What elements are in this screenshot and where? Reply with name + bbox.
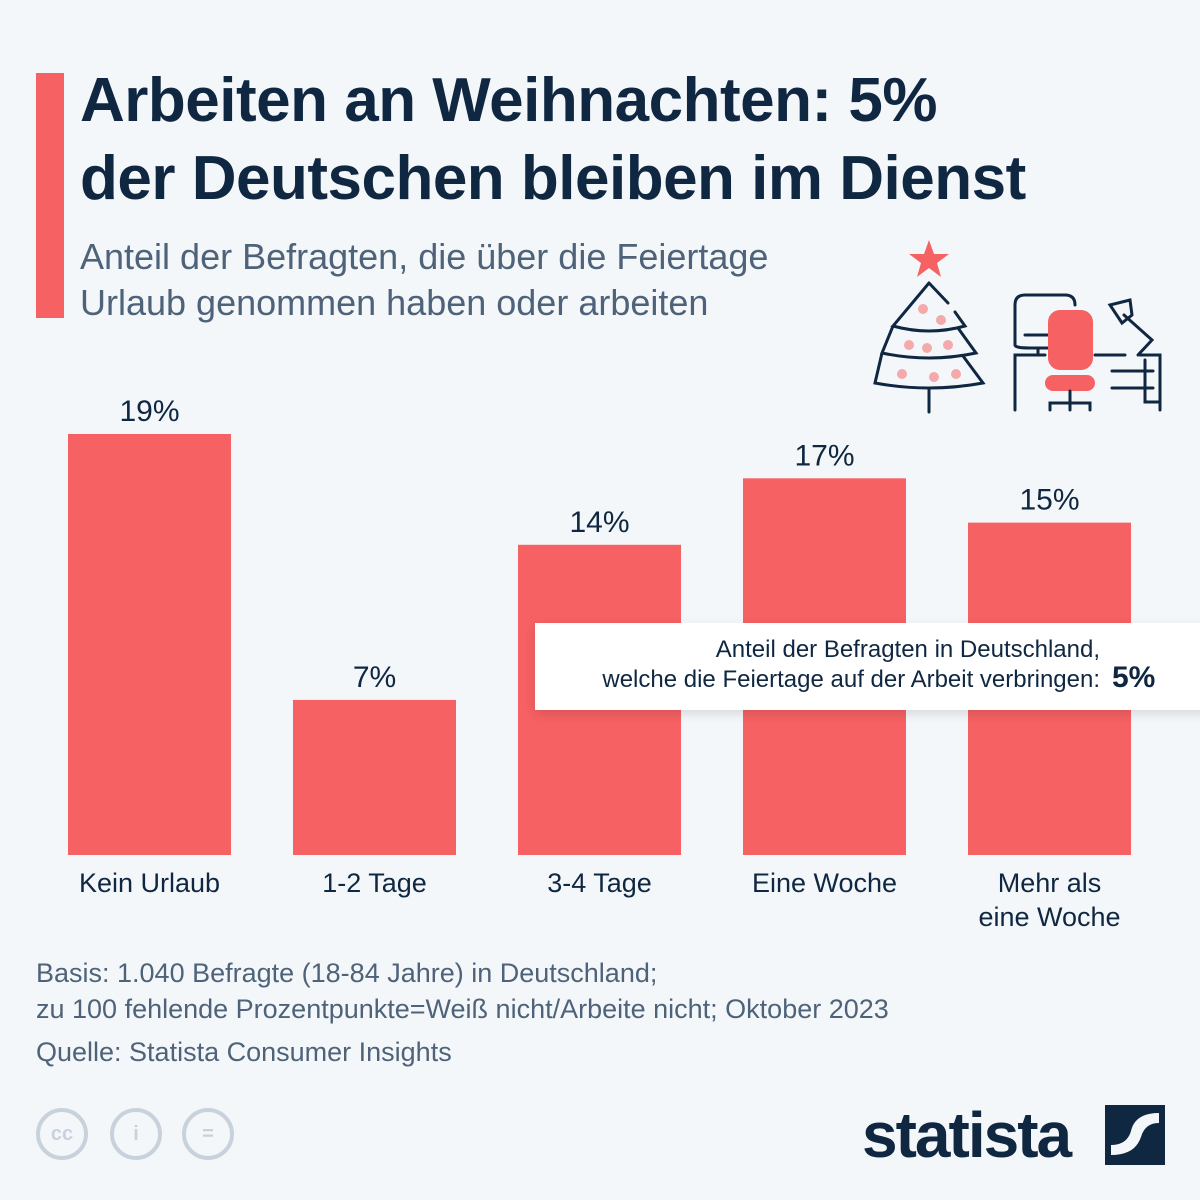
logo-text: statista bbox=[862, 1099, 1072, 1171]
callout-box: Anteil der Befragten in Deutschland, welc… bbox=[535, 623, 1200, 710]
subtitle-line-1: Anteil der Befragten, die über die Feier… bbox=[80, 236, 769, 277]
category-label: Mehr als bbox=[998, 868, 1102, 898]
basis-line-1: Basis: 1.040 Befragte (18-84 Jahre) in D… bbox=[36, 958, 658, 988]
bar-1 bbox=[293, 699, 456, 855]
data-label: 17% bbox=[794, 439, 854, 472]
cc-icon[interactable]: cc bbox=[36, 1108, 88, 1160]
subtitle-line-2: Urlaub genommen haben oder arbeiten bbox=[80, 282, 709, 323]
bar-0 bbox=[68, 434, 231, 855]
office-chair-icon bbox=[1045, 310, 1095, 412]
subtitle: Anteil der Befragten, die über die Feier… bbox=[80, 234, 768, 326]
footer-basis: Basis: 1.040 Befragte (18-84 Jahre) in D… bbox=[36, 955, 889, 1027]
christmas-office-illustration bbox=[873, 240, 1162, 414]
no-derivatives-icon[interactable]: = bbox=[182, 1108, 234, 1160]
data-label: 15% bbox=[1019, 484, 1079, 517]
basis-line-2: zu 100 fehlende Prozentpunkte=Weiß nicht… bbox=[36, 994, 889, 1024]
bar-chart: 19% Kein Urlaub 7% 1-2 Tage 14% 3-4 Tage 17% Ei… bbox=[68, 395, 1131, 932]
page-title: Arbeiten an Weihnachten: 5% der Deutschen… bbox=[80, 62, 1026, 218]
source-text: Quelle: Statista Consumer Insights bbox=[36, 1037, 452, 1067]
title-line-2: der Deutschen bleiben im Dienst bbox=[80, 144, 1026, 213]
data-label: 19% bbox=[119, 395, 179, 428]
accent-bar bbox=[36, 73, 64, 318]
attribution-icon[interactable]: i bbox=[110, 1108, 162, 1160]
category-label: 1-2 Tage bbox=[322, 868, 427, 898]
statista-logo[interactable]: statista bbox=[862, 1098, 1072, 1172]
category-label: 3-4 Tage bbox=[547, 868, 652, 898]
tree-icon bbox=[873, 281, 986, 414]
statista-logo-icon bbox=[1105, 1105, 1165, 1165]
data-label: 14% bbox=[569, 506, 629, 539]
callout-value: 5% bbox=[1112, 661, 1156, 694]
star-icon bbox=[909, 240, 949, 277]
category-label: eine Woche bbox=[978, 902, 1120, 932]
callout-line-2: welche die Feiertage auf der Arbeit verb… bbox=[602, 666, 1100, 693]
category-label: Kein Urlaub bbox=[79, 868, 220, 898]
desk-icon bbox=[1013, 293, 1162, 412]
category-label: Eine Woche bbox=[752, 868, 897, 898]
data-label: 7% bbox=[353, 661, 396, 694]
title-line-1: Arbeiten an Weihnachten: 5% bbox=[80, 66, 937, 135]
callout-line-1: Anteil der Befragten in Deutschland, bbox=[715, 636, 1100, 663]
